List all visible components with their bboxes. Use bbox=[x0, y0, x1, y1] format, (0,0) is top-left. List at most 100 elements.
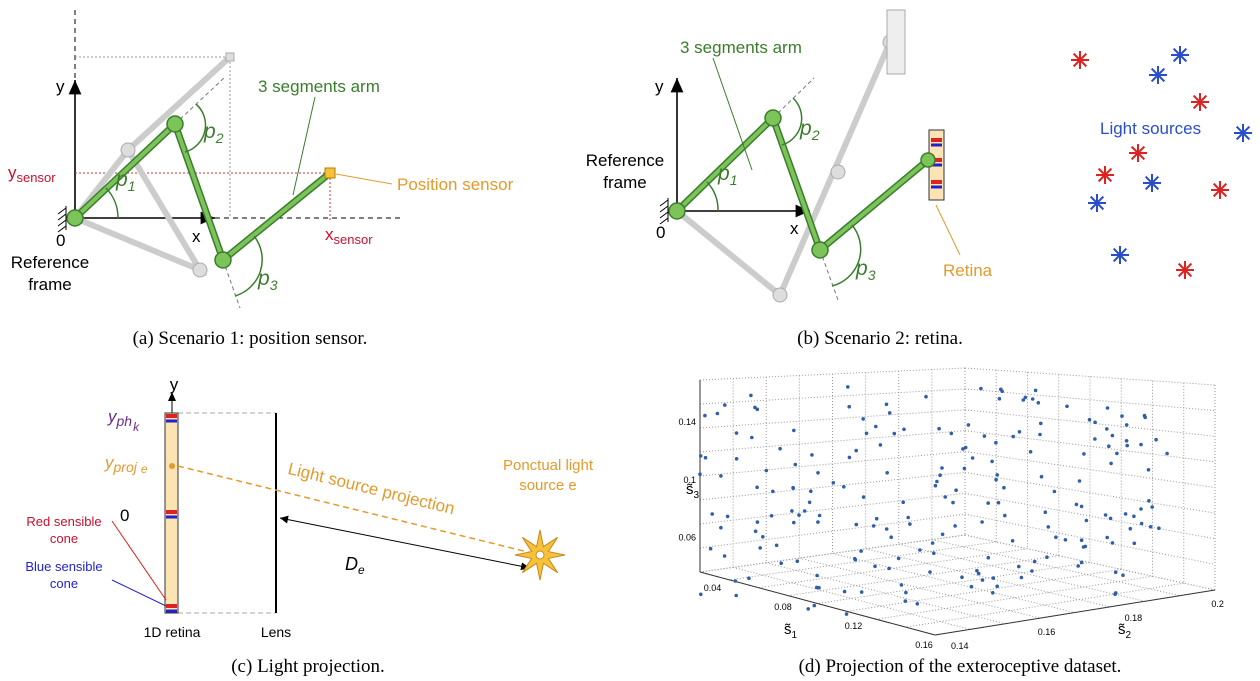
ground bbox=[58, 206, 66, 232]
scatter-dot bbox=[794, 463, 798, 467]
scatter-dot bbox=[735, 431, 739, 435]
scatter-dot bbox=[904, 591, 908, 595]
scatter-dot bbox=[1075, 503, 1079, 507]
joint bbox=[67, 210, 83, 226]
scatter-dot bbox=[1109, 517, 1113, 521]
label: s̃ bbox=[1118, 621, 1126, 638]
scatter-dot bbox=[1125, 439, 1129, 443]
tick-label: 0.04 bbox=[704, 583, 722, 593]
scatter-dot bbox=[1024, 396, 1028, 400]
scatter-dot bbox=[865, 432, 869, 436]
scatter-dot bbox=[1133, 542, 1137, 546]
scatter-dot bbox=[889, 535, 893, 539]
scatter-dot bbox=[816, 520, 820, 524]
scatter-dot bbox=[1082, 452, 1086, 456]
scatter-dot bbox=[924, 395, 928, 399]
scatter-dot bbox=[1045, 555, 1049, 559]
scatter-dot bbox=[1080, 538, 1084, 542]
label: p1 bbox=[717, 162, 737, 188]
scatter-dot bbox=[1078, 479, 1082, 483]
tick-label: 0.18 bbox=[1125, 613, 1143, 623]
scatter-dot bbox=[970, 585, 974, 589]
scatter-dot bbox=[756, 520, 760, 524]
axis bbox=[935, 590, 1215, 635]
tick-label: 0.12 bbox=[845, 621, 863, 631]
label: Reference bbox=[11, 253, 89, 272]
scatter-dot bbox=[1076, 564, 1080, 568]
scatter-dot bbox=[703, 414, 707, 418]
scatter-dot bbox=[961, 447, 965, 451]
tick-label: 0.06 bbox=[678, 532, 696, 542]
scatter-dot bbox=[1085, 519, 1089, 523]
joint bbox=[215, 252, 231, 268]
scatter-dot bbox=[817, 586, 821, 590]
scatter-dot bbox=[1093, 421, 1097, 425]
scatter-dot bbox=[1154, 438, 1158, 442]
label: p2 bbox=[203, 120, 224, 146]
scatter-dot bbox=[1044, 510, 1048, 514]
grid-line bbox=[766, 563, 1005, 624]
label: p bbox=[855, 257, 868, 280]
star bbox=[1234, 124, 1252, 142]
label: Light source projection bbox=[286, 459, 457, 518]
angle bbox=[185, 104, 206, 152]
scatter-dot bbox=[885, 403, 889, 407]
grid-line bbox=[876, 576, 1152, 619]
scatter-dot bbox=[859, 549, 863, 553]
scatter-dot bbox=[1031, 397, 1035, 401]
label: yphk bbox=[107, 407, 140, 434]
scatter-dot bbox=[991, 591, 995, 595]
scatter-dot bbox=[980, 520, 984, 524]
label: p1 bbox=[115, 168, 135, 194]
leader bbox=[936, 205, 960, 255]
scatter-dot bbox=[1121, 573, 1125, 577]
scatter-dot bbox=[765, 469, 769, 473]
scatter-dot bbox=[953, 524, 957, 528]
scatter-dot bbox=[875, 517, 879, 521]
scatter-dot bbox=[806, 607, 810, 611]
label: sensor bbox=[17, 170, 57, 185]
scatter-dot bbox=[756, 408, 760, 412]
label: 2 bbox=[215, 130, 224, 146]
grid-line bbox=[932, 540, 1180, 596]
scatter-dot bbox=[1111, 541, 1115, 545]
scatter-dot bbox=[873, 565, 877, 569]
scatter-dot bbox=[1125, 444, 1129, 448]
scatter-dot bbox=[1011, 435, 1015, 439]
scatter-dot bbox=[940, 466, 944, 470]
scatter-dot bbox=[790, 509, 794, 513]
scatter-dot bbox=[796, 559, 800, 563]
star bbox=[1088, 194, 1106, 212]
joint bbox=[773, 288, 787, 302]
scatter-dot bbox=[901, 500, 905, 504]
scatter-dot bbox=[1107, 444, 1111, 448]
scatter-dot bbox=[885, 527, 889, 531]
scatter-dot bbox=[813, 604, 817, 608]
scatter-dot bbox=[749, 394, 753, 398]
scatter-dot bbox=[986, 501, 990, 505]
label: p2 bbox=[799, 117, 820, 143]
label: e bbox=[141, 462, 148, 476]
scatter-dot bbox=[754, 530, 758, 534]
scatter-dot bbox=[995, 473, 999, 477]
label: e bbox=[358, 563, 365, 577]
scatter-dot bbox=[723, 554, 727, 558]
scatter-dot bbox=[797, 513, 801, 517]
label: x bbox=[790, 219, 799, 238]
scatter-dot bbox=[971, 456, 975, 460]
grid-line bbox=[700, 431, 965, 452]
scatter-dot bbox=[967, 423, 971, 427]
scatter-dot bbox=[854, 558, 858, 562]
scatter-dot bbox=[726, 515, 730, 519]
projection-point bbox=[169, 463, 175, 469]
scatter-dot bbox=[1129, 527, 1133, 531]
scatter-dot bbox=[1105, 427, 1109, 431]
joint bbox=[193, 263, 207, 277]
scatter-dot bbox=[1082, 545, 1086, 549]
joint bbox=[669, 203, 685, 219]
scatter-dot bbox=[981, 578, 985, 582]
label: Lens bbox=[261, 624, 291, 640]
label: 3 segments arm bbox=[258, 77, 380, 96]
label: 1 bbox=[730, 172, 738, 188]
